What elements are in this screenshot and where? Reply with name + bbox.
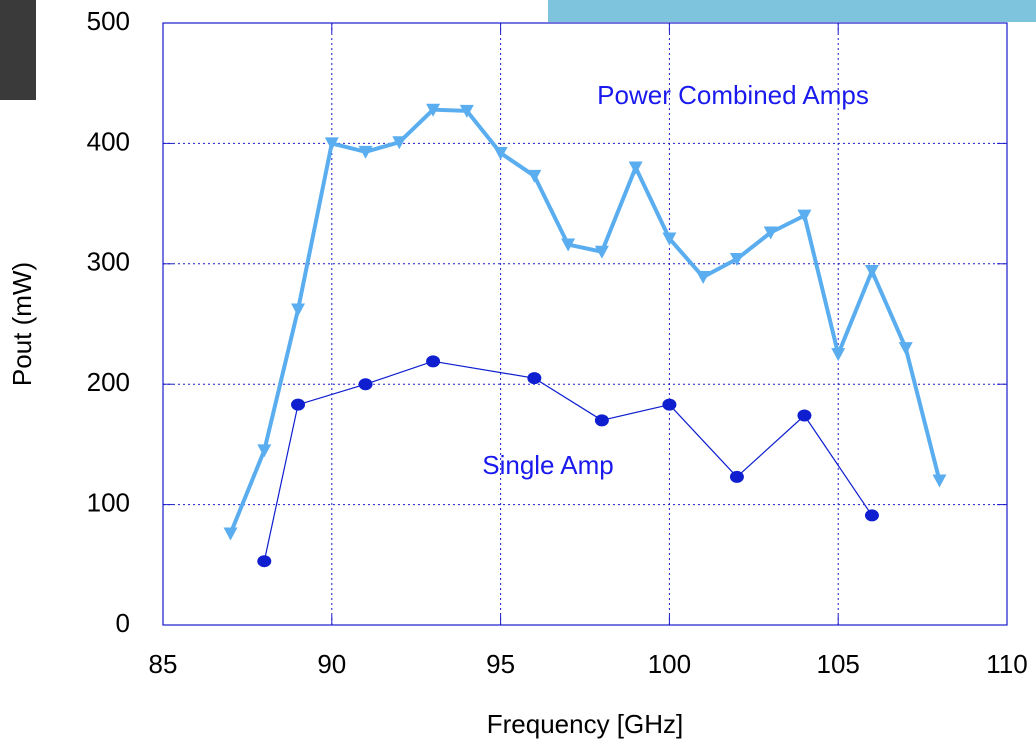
data-point (392, 136, 407, 150)
series-line (228, 107, 942, 535)
series-annotation: Single Amp (482, 450, 614, 480)
x-tick-label: 90 (317, 649, 346, 679)
data-point (864, 509, 879, 522)
data-point (493, 147, 508, 161)
y-tick-label: 400 (87, 126, 130, 156)
y-tick-label: 100 (87, 487, 130, 517)
data-point (358, 145, 373, 159)
data-point (291, 303, 306, 317)
series-line (263, 360, 873, 562)
data-point (257, 444, 272, 458)
data-point (561, 238, 576, 252)
data-point (628, 161, 643, 175)
data-point (797, 209, 812, 223)
data-point (426, 103, 441, 117)
data-point (594, 414, 609, 427)
data-point (763, 226, 778, 240)
data-point (729, 252, 744, 266)
data-point (662, 398, 677, 411)
photo-fragment (548, 0, 1036, 22)
y-tick-label: 200 (87, 367, 130, 397)
data-point (324, 137, 339, 151)
x-tick-label: 105 (817, 649, 860, 679)
data-point (831, 348, 846, 362)
data-point (594, 245, 609, 259)
plot-frame (162, 22, 1008, 626)
series-annotation: Power Combined Amps (597, 80, 869, 110)
data-point (797, 409, 812, 422)
data-point (257, 555, 272, 568)
data-point (662, 232, 677, 246)
data-point (729, 470, 744, 483)
data-point (291, 398, 306, 411)
data-point (527, 372, 542, 385)
x-tick-label: 85 (149, 649, 178, 679)
y-tick-label: 0 (116, 608, 130, 638)
y-tick-label: 500 (87, 6, 130, 36)
data-point (932, 474, 947, 488)
data-point (696, 271, 711, 285)
y-tick-label: 300 (87, 247, 130, 277)
x-axis-label: Frequency [GHz] (487, 709, 684, 739)
data-point (527, 169, 542, 183)
data-point (898, 342, 913, 356)
data-point (358, 378, 373, 391)
x-tick-label: 100 (648, 649, 691, 679)
data-point (459, 104, 474, 118)
photo-fragment (0, 0, 36, 100)
x-tick-label: 95 (486, 649, 515, 679)
data-point (223, 527, 238, 541)
x-tick-label: 110 (986, 649, 1027, 679)
y-axis-label: Pout (mW) (7, 262, 37, 386)
data-point (426, 355, 441, 368)
data-point (864, 265, 879, 279)
